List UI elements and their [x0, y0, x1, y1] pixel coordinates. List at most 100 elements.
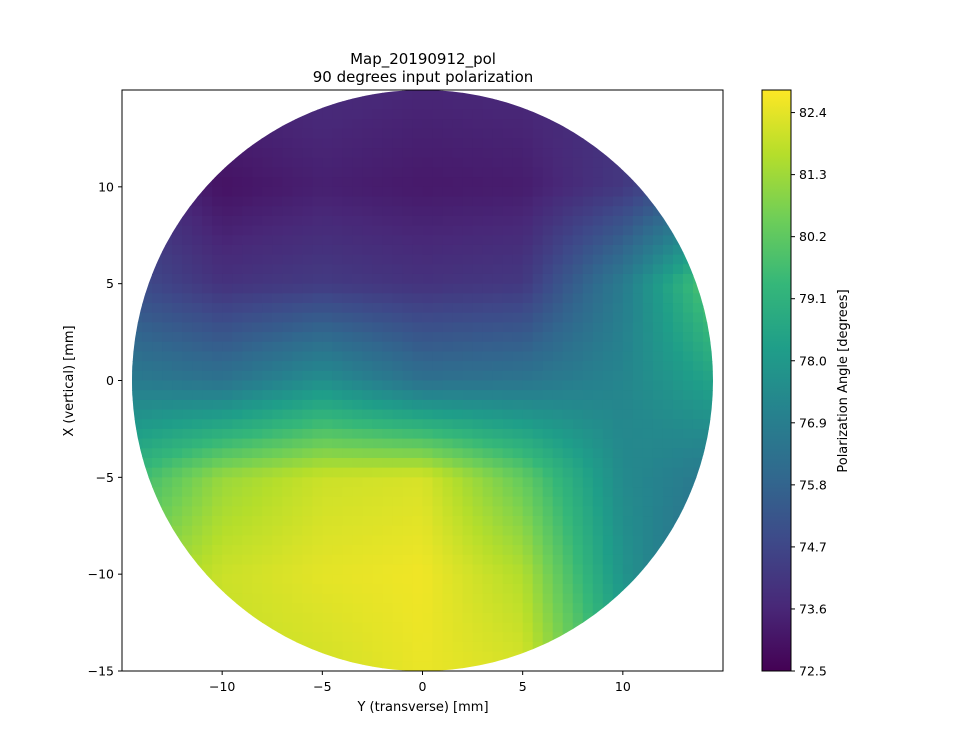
heatmap-cell — [212, 322, 223, 333]
heatmap-cell — [522, 303, 534, 314]
heatmap-cell — [482, 574, 494, 585]
heatmap-cell — [212, 177, 223, 188]
heatmap-cell — [292, 148, 303, 159]
heatmap-cell — [542, 516, 554, 527]
heatmap-cell — [582, 109, 594, 120]
heatmap-cell — [252, 593, 263, 604]
heatmap-cell — [572, 583, 584, 595]
heatmap-cell — [322, 535, 333, 546]
heatmap-cell — [572, 516, 584, 527]
heatmap-cell — [582, 390, 594, 401]
heatmap-cell — [612, 370, 624, 382]
heatmap-cell — [482, 409, 494, 420]
heatmap-cell — [422, 254, 434, 265]
heatmap-cell — [162, 554, 173, 566]
heatmap-cell — [692, 186, 704, 198]
heatmap-cell — [612, 457, 624, 469]
heatmap-cell — [672, 525, 684, 537]
heatmap-cell — [452, 138, 464, 149]
heatmap-cell — [592, 303, 604, 314]
x-tick-label: 5 — [519, 679, 527, 694]
heatmap-cell — [162, 622, 173, 633]
heatmap-cell — [142, 583, 153, 595]
heatmap-cell — [272, 128, 283, 140]
heatmap-cell — [292, 293, 303, 304]
heatmap-cell — [452, 535, 464, 546]
heatmap-cell — [662, 438, 674, 449]
heatmap-cell — [672, 428, 684, 440]
heatmap-cell — [262, 525, 273, 537]
heatmap-cell — [442, 477, 454, 488]
heatmap-cell — [502, 322, 514, 333]
heatmap-cell — [502, 196, 514, 207]
heatmap-cell — [412, 535, 424, 546]
heatmap-cell — [342, 641, 353, 653]
heatmap-cell — [172, 283, 183, 294]
heatmap-cell — [302, 622, 313, 633]
heatmap-cell — [322, 273, 333, 285]
heatmap-cell — [132, 487, 133, 498]
heatmap-cell — [222, 612, 233, 624]
heatmap-cell — [532, 196, 544, 207]
heatmap-cell — [132, 496, 133, 507]
heatmap-cell — [712, 332, 713, 343]
heatmap-cell — [412, 545, 424, 556]
heatmap-cell — [702, 177, 713, 188]
heatmap-cell — [362, 545, 374, 556]
heatmap-cell — [132, 409, 143, 420]
heatmap-cell — [442, 99, 454, 110]
heatmap-cell — [632, 506, 644, 517]
heatmap-cell — [232, 235, 243, 246]
heatmap-cell — [322, 467, 333, 478]
heatmap-cell — [422, 128, 434, 140]
heatmap-cell — [162, 545, 173, 556]
heatmap-cell — [272, 293, 283, 304]
heatmap-cell — [392, 506, 404, 517]
heatmap-cell — [492, 361, 504, 372]
heatmap-cell — [492, 641, 504, 653]
heatmap-cell — [212, 138, 223, 149]
heatmap-cell — [282, 496, 293, 507]
heatmap-cell — [262, 312, 273, 323]
heatmap-cell — [522, 535, 534, 546]
heatmap-cell — [662, 390, 674, 401]
heatmap-cell — [612, 651, 624, 662]
heatmap-cell — [632, 341, 644, 353]
heatmap-cell — [442, 361, 454, 372]
heatmap-cell — [132, 206, 143, 217]
heatmap-cell — [592, 516, 604, 527]
heatmap-cell — [532, 525, 544, 537]
heatmap-cell — [312, 157, 323, 169]
heatmap-cell — [432, 564, 444, 575]
heatmap-cell — [622, 457, 634, 469]
heatmap-cell — [352, 574, 363, 585]
heatmap-cell — [392, 273, 404, 285]
heatmap-cell — [132, 535, 143, 546]
heatmap-cell — [522, 283, 534, 294]
heatmap-cell — [242, 651, 253, 662]
heatmap-cell — [212, 128, 223, 140]
heatmap-cell — [612, 177, 624, 188]
heatmap-cell — [312, 419, 323, 430]
heatmap-cell — [132, 303, 133, 314]
heatmap-cell — [182, 380, 193, 391]
heatmap-cell — [392, 632, 404, 643]
heatmap-cell — [502, 119, 514, 130]
heatmap-cell — [172, 186, 183, 198]
heatmap-cell — [522, 167, 534, 178]
heatmap-cell — [292, 361, 303, 372]
heatmap-cell — [532, 370, 544, 382]
heatmap-cell — [222, 487, 233, 498]
heatmap-cell — [262, 380, 273, 391]
heatmap-cell — [382, 225, 394, 236]
heatmap-cell — [382, 128, 394, 140]
heatmap-cell — [312, 90, 323, 101]
heatmap-cell — [302, 206, 313, 217]
heatmap-cell — [182, 303, 193, 314]
heatmap-cell — [432, 438, 444, 449]
heatmap-cell — [382, 351, 394, 362]
heatmap-cell — [482, 303, 494, 314]
heatmap-cell — [422, 651, 434, 662]
heatmap-cell — [432, 370, 444, 382]
heatmap-cell — [592, 312, 604, 323]
